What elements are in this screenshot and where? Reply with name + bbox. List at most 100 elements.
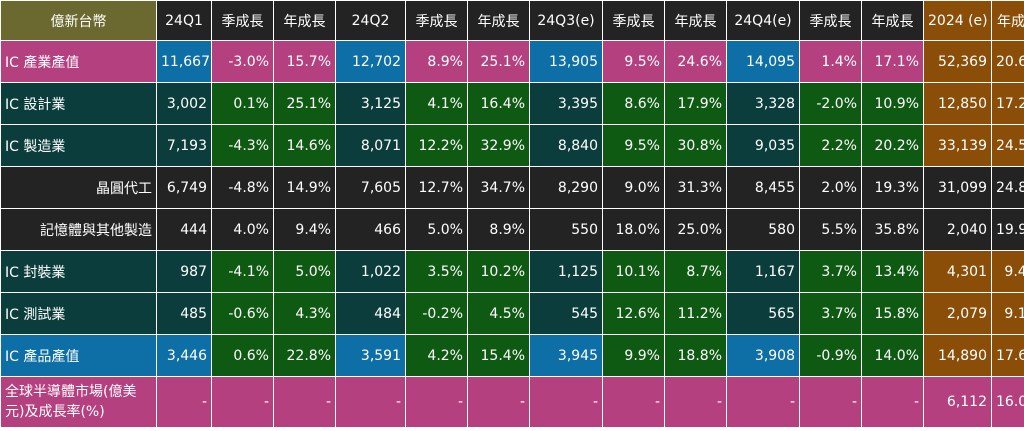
cell-growth: 20.2% [861,124,924,167]
cell-growth: 31.3% [664,166,727,209]
header-24q2: 24Q2 [335,0,406,41]
header-qoq: 季成長 [211,0,274,41]
cell-growth: 13.4% [861,250,924,293]
header-qoq: 季成長 [799,0,862,41]
header-yoy: 年成長 [664,0,727,41]
cell-growth: 5.0% [273,250,336,293]
header-row: 億新台幣 24Q1 季成長 年成長 24Q2 季成長 年成長 24Q3(e) 季… [0,0,1024,41]
table-row: IC 產業產值 11,667 -3.0% 15.7% 12,702 8.9% 25.1% 13… [0,40,1024,83]
header-qoq: 季成長 [405,0,468,41]
cell-quarter-value: 3,328 [726,82,800,125]
header-24q1: 24Q1 [156,0,212,41]
cell-quarter-value: 14,095 [726,40,800,83]
cell-quarter-value: 987 [156,250,212,293]
cell-quarter-value: 3,446 [156,334,212,377]
cell-quarter-value: 3,002 [156,82,212,125]
cell-growth: 34.7% [467,166,530,209]
cell-growth: 14.9% [273,166,336,209]
cell-growth: 17.1% [861,40,924,83]
cell-growth: 10.1% [602,250,665,293]
cell-quarter-value: 12,702 [335,40,406,83]
cell-growth: 1.4% [799,40,862,83]
cell-growth: 8.9% [405,40,468,83]
cell-growth: - [467,376,530,428]
cell-quarter-value: 466 [335,208,406,251]
header-unit: 億新台幣 [0,0,157,41]
table-row: 晶圓代工 6,749 -4.8% 14.9% 7,605 12.7% 34.7% 8,290 9… [0,166,1024,209]
table-row: IC 封裝業 987 -4.1% 5.0% 1,022 3.5% 10.2% 1,125 10.… [0,250,1024,293]
cell-growth: 4.3% [273,292,336,335]
cell-2024-value: 2,079 [923,292,992,335]
cell-growth: -3.0% [211,40,274,83]
cell-2024-value: 33,139 [923,124,992,167]
row-label: IC 產品產值 [0,334,157,377]
cell-quarter-value: 1,125 [529,250,603,293]
cell-growth: 15.4% [467,334,530,377]
cell-quarter-value: - [335,376,406,428]
cell-2024-growth: 17.2% [991,82,1024,125]
cell-quarter-value: 580 [726,208,800,251]
cell-growth: 12.2% [405,124,468,167]
cell-quarter-value: 1,022 [335,250,406,293]
cell-growth: 4.0% [211,208,274,251]
cell-growth: 0.1% [211,82,274,125]
cell-growth: 10.2% [467,250,530,293]
cell-2024-value: 52,369 [923,40,992,83]
cell-growth: 9.0% [602,166,665,209]
cell-growth: 4.2% [405,334,468,377]
cell-growth: 8.7% [664,250,727,293]
cell-quarter-value: 13,905 [529,40,603,83]
cell-growth: 5.5% [799,208,862,251]
row-label: 全球半導體市場(億美元)及成長率(%) [0,376,157,428]
cell-growth: 10.9% [861,82,924,125]
cell-growth: 35.8% [861,208,924,251]
cell-quarter-value: 11,667 [156,40,212,83]
table-row: IC 設計業 3,002 0.1% 25.1% 3,125 4.1% 16.4% 3,395 8… [0,82,1024,125]
row-label: 晶圓代工 [0,166,157,209]
table-row: 記憶體與其他製造 444 4.0% 9.4% 466 5.0% 8.9% 550 18.0% 25… [0,208,1024,251]
cell-growth: - [664,376,727,428]
row-label: IC 封裝業 [0,250,157,293]
table-row: IC 產品產值 3,446 0.6% 22.8% 3,591 4.2% 15.4% 3,945… [0,334,1024,377]
row-label: IC 產業產值 [0,40,157,83]
cell-growth: 16.4% [467,82,530,125]
cell-growth: 17.9% [664,82,727,125]
cell-quarter-value: 6,749 [156,166,212,209]
cell-growth: - [602,376,665,428]
cell-growth: 25.1% [273,82,336,125]
cell-2024-growth: 16.0% [991,376,1024,428]
cell-2024-value: 6,112 [923,376,992,428]
cell-quarter-value: 444 [156,208,212,251]
cell-growth: -4.3% [211,124,274,167]
header-yoy: 年成長 [273,0,336,41]
cell-growth: -4.1% [211,250,274,293]
cell-growth: 11.2% [664,292,727,335]
cell-growth: 14.0% [861,334,924,377]
cell-quarter-value: 9,035 [726,124,800,167]
cell-growth: 30.8% [664,124,727,167]
cell-2024-growth: 24.5% [991,124,1024,167]
cell-growth: 9.5% [602,124,665,167]
cell-growth: 25.0% [664,208,727,251]
cell-quarter-value: 7,605 [335,166,406,209]
cell-2024-value: 12,850 [923,82,992,125]
cell-2024-growth: 17.6% [991,334,1024,377]
cell-growth: -0.9% [799,334,862,377]
cell-2024-growth: 9.4% [991,250,1024,293]
cell-growth: 18.8% [664,334,727,377]
cell-quarter-value: 545 [529,292,603,335]
cell-quarter-value: 3,591 [335,334,406,377]
table-row: 全球半導體市場(億美元)及成長率(%)------------6,11216.0… [0,376,1024,428]
cell-growth: 15.7% [273,40,336,83]
cell-growth: 5.0% [405,208,468,251]
cell-growth: -0.2% [405,292,468,335]
cell-quarter-value: - [529,376,603,428]
row-label: IC 測試業 [0,292,157,335]
cell-growth: 18.0% [602,208,665,251]
header-2024: 2024 (e) [923,0,992,41]
cell-quarter-value: 8,071 [335,124,406,167]
cell-quarter-value: - [726,376,800,428]
cell-quarter-value: 565 [726,292,800,335]
cell-2024-value: 2,040 [923,208,992,251]
